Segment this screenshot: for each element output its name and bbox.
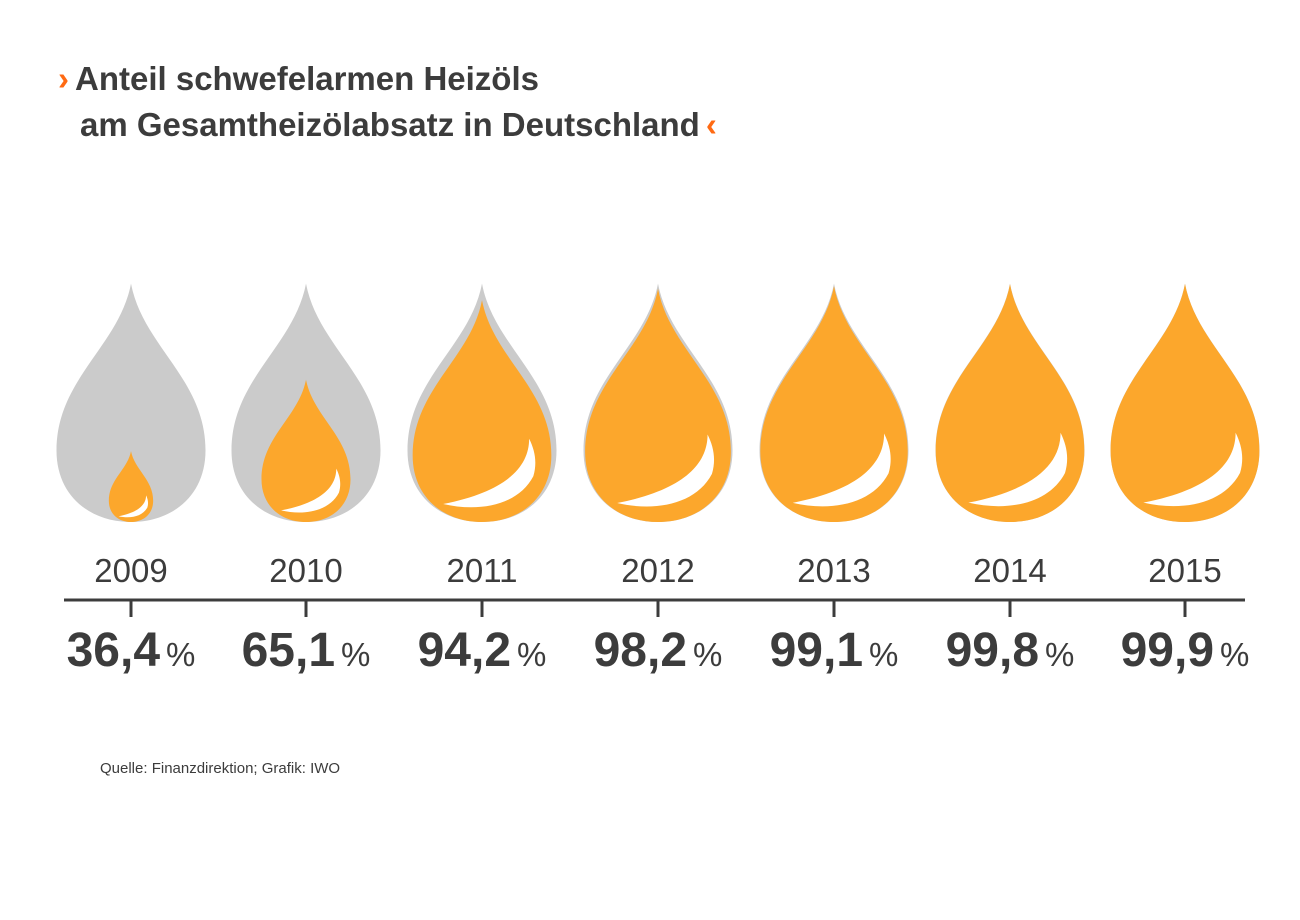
drop-value-2011 bbox=[412, 300, 552, 522]
value-number: 65,1 bbox=[242, 624, 335, 677]
value-number: 99,1 bbox=[770, 624, 863, 677]
drop-value-2010 bbox=[261, 379, 351, 522]
value-unit: % bbox=[693, 636, 722, 673]
drop-highlight bbox=[968, 432, 1068, 507]
value-label: 94,2% bbox=[418, 624, 547, 677]
title-chevron-close: ‹ bbox=[705, 106, 717, 143]
title-text-2: am Gesamtheizölabsatz in Deutschland bbox=[80, 106, 700, 143]
value-number: 99,8 bbox=[946, 624, 1039, 677]
value-label: 98,2% bbox=[594, 624, 723, 677]
title-line-2: am Gesamtheizölabsatz in Deutschland ‹ bbox=[58, 102, 717, 148]
value-number: 94,2 bbox=[418, 624, 511, 677]
year-label: 2014 bbox=[973, 552, 1046, 589]
drop-value-2012 bbox=[585, 288, 731, 522]
year-label: 2011 bbox=[447, 552, 518, 589]
drop-value-2015 bbox=[1110, 283, 1260, 522]
drop-background bbox=[56, 283, 206, 522]
title-text-1: Anteil schwefelarmen Heizöls bbox=[75, 60, 539, 97]
value-label: 99,1% bbox=[770, 624, 899, 677]
value-unit: % bbox=[869, 636, 898, 673]
year-label: 2012 bbox=[621, 552, 694, 589]
drop-highlight bbox=[1143, 432, 1243, 507]
drop-value-2013 bbox=[760, 286, 908, 522]
value-number: 99,9 bbox=[1121, 624, 1214, 677]
year-label: 2015 bbox=[1148, 552, 1221, 589]
value-label: 99,9% bbox=[1121, 624, 1250, 677]
drop-highlight bbox=[617, 434, 715, 507]
year-label: 2013 bbox=[797, 552, 870, 589]
drop-highlight bbox=[443, 438, 536, 508]
chart-title: › Anteil schwefelarmen Heizöls am Gesamth… bbox=[58, 56, 717, 148]
year-label: 2010 bbox=[269, 552, 342, 589]
value-number: 36,4 bbox=[67, 624, 161, 677]
value-unit: % bbox=[341, 636, 370, 673]
title-line-1: › Anteil schwefelarmen Heizöls bbox=[58, 56, 717, 102]
value-label: 99,8% bbox=[946, 624, 1075, 677]
value-unit: % bbox=[1220, 636, 1249, 673]
drop-highlight bbox=[792, 433, 891, 507]
year-label: 2009 bbox=[94, 552, 167, 589]
drop-highlight bbox=[118, 495, 149, 518]
value-unit: % bbox=[1045, 636, 1074, 673]
drop-highlight bbox=[281, 468, 341, 513]
value-label: 65,1% bbox=[242, 624, 371, 677]
source-note: Quelle: Finanzdirektion; Grafik: IWO bbox=[100, 760, 341, 777]
title-chevron-open: › bbox=[58, 60, 69, 97]
value-label: 36,4% bbox=[67, 624, 196, 677]
value-unit: % bbox=[166, 636, 195, 673]
drop-value-2014 bbox=[935, 284, 1085, 522]
value-unit: % bbox=[517, 636, 546, 673]
drop-value-2009 bbox=[108, 451, 154, 522]
value-number: 98,2 bbox=[594, 624, 687, 677]
